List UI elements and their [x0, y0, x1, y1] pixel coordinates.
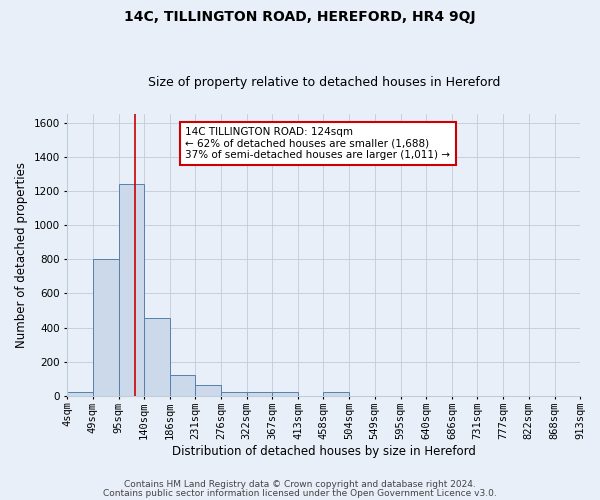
Bar: [272, 392, 298, 396]
Bar: [93, 260, 119, 396]
Text: 14C TILLINGTON ROAD: 124sqm
← 62% of detached houses are smaller (1,688)
37% of : 14C TILLINGTON ROAD: 124sqm ← 62% of det…: [185, 127, 451, 160]
Bar: [221, 392, 247, 396]
Bar: [247, 392, 272, 396]
X-axis label: Distribution of detached houses by size in Hereford: Distribution of detached houses by size …: [172, 444, 476, 458]
Bar: [196, 386, 221, 396]
Bar: [67, 392, 93, 396]
Text: Contains public sector information licensed under the Open Government Licence v3: Contains public sector information licen…: [103, 490, 497, 498]
Bar: [119, 184, 144, 396]
Bar: [144, 318, 170, 396]
Bar: [170, 376, 196, 396]
Bar: [323, 392, 349, 396]
Text: Contains HM Land Registry data © Crown copyright and database right 2024.: Contains HM Land Registry data © Crown c…: [124, 480, 476, 489]
Title: Size of property relative to detached houses in Hereford: Size of property relative to detached ho…: [148, 76, 500, 90]
Y-axis label: Number of detached properties: Number of detached properties: [15, 162, 28, 348]
Text: 14C, TILLINGTON ROAD, HEREFORD, HR4 9QJ: 14C, TILLINGTON ROAD, HEREFORD, HR4 9QJ: [124, 10, 476, 24]
